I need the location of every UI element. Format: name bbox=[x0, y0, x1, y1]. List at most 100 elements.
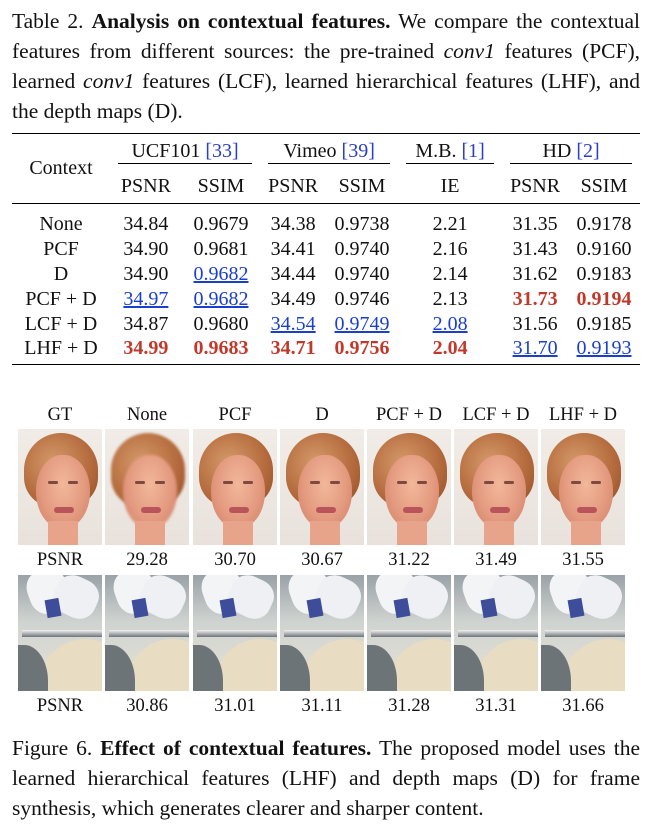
table-header-metrics: PSNR SSIM PSNR SSIM IE PSNR SSIM bbox=[12, 169, 640, 204]
row-context: None bbox=[39, 212, 83, 235]
figure-caption: Figure 6. Effect of contextual features.… bbox=[12, 733, 640, 823]
tool-frame-image bbox=[367, 575, 451, 691]
face-frame-image bbox=[105, 429, 189, 545]
row-value: 2.13 bbox=[432, 287, 468, 310]
row-value: 34.90 bbox=[123, 262, 169, 285]
psnr-value: 31.31 bbox=[475, 696, 517, 716]
row-value: 31.35 bbox=[512, 212, 558, 235]
row-value: 0.9682 bbox=[193, 262, 249, 285]
row-value: 0.9738 bbox=[334, 212, 390, 235]
metric-header: SSIM bbox=[568, 169, 640, 204]
metric-header: PSNR bbox=[502, 169, 569, 204]
row-value: 2.04 bbox=[397, 336, 503, 365]
figure-caption-title: Effect of contextual features. bbox=[100, 736, 372, 760]
row-value: 31.73 bbox=[512, 287, 558, 310]
group-header-vimeo: Vimeo [39] bbox=[260, 134, 398, 170]
row-value: 0.9681 bbox=[193, 237, 249, 260]
psnr-value: 30.70 bbox=[214, 550, 256, 570]
row-value: 2.08 bbox=[432, 312, 468, 335]
row-value: 31.62 bbox=[512, 262, 558, 285]
row-value: 34.90 bbox=[123, 237, 169, 260]
context-header: Context bbox=[12, 133, 110, 204]
face-frame-image bbox=[367, 429, 451, 545]
table-header-groups: Context UCF101 [33] Vimeo [39] M.B. [1] … bbox=[12, 133, 640, 204]
table-body: None 34.84 0.9679 34.38 0.9738 2.21 31.35 0.917… bbox=[12, 204, 640, 365]
row-context: D bbox=[53, 262, 69, 285]
row-value: 31.43 bbox=[512, 237, 558, 260]
tool-frame-image bbox=[454, 575, 538, 691]
figure-column-label: D bbox=[315, 405, 329, 425]
figure-column-label: None bbox=[126, 405, 168, 425]
metric-header: PSNR bbox=[260, 169, 327, 204]
row-value: 34.87 bbox=[123, 312, 169, 335]
psnr-row-label: PSNR bbox=[36, 696, 84, 716]
figure-column-label: GT bbox=[47, 405, 73, 425]
tool-frame-image bbox=[105, 575, 189, 691]
table-caption-text-2: features (PCF), learned bbox=[12, 39, 640, 93]
row-value: 0.9682 bbox=[193, 287, 249, 310]
figure-caption-text: The proposed model uses the learned hier… bbox=[12, 736, 641, 820]
group-header-ucf101: UCF101 [33] bbox=[110, 134, 260, 170]
row-value: 0.9740 bbox=[334, 262, 390, 285]
face-frame-image bbox=[454, 429, 538, 545]
row-context: LHF + D bbox=[12, 336, 110, 365]
row-value: 2.16 bbox=[432, 237, 468, 260]
group-header-hd: HD [2] bbox=[502, 134, 640, 170]
psnr-value: 31.01 bbox=[214, 696, 256, 716]
metric-header: IE bbox=[397, 169, 503, 204]
row-value: 34.41 bbox=[270, 237, 316, 260]
figure-caption-label: Figure 6. bbox=[12, 736, 93, 760]
metric-header: SSIM bbox=[181, 169, 261, 204]
table-row: LCF + D 34.87 0.9680 34.54 0.9749 2.08 31.56 0.… bbox=[12, 312, 640, 337]
group-header-mb: M.B. [1] bbox=[398, 134, 502, 170]
figure-column-label: LCF + D bbox=[462, 405, 530, 425]
results-table: Context UCF101 [33] Vimeo [39] M.B. [1] … bbox=[12, 133, 640, 365]
face-frame-image bbox=[280, 429, 364, 545]
face-frame-image bbox=[541, 429, 625, 545]
row-value: 0.9746 bbox=[334, 287, 390, 310]
table-caption-text-1: We compare the contextual features from … bbox=[12, 9, 640, 63]
table-row: D 34.90 0.9682 34.44 0.9740 2.14 31.62 0.9183 bbox=[12, 262, 640, 287]
tool-frame-image bbox=[280, 575, 364, 691]
row-value: 0.9740 bbox=[334, 237, 390, 260]
psnr-value: 31.28 bbox=[388, 696, 430, 716]
row-value: 2.14 bbox=[432, 262, 468, 285]
row-value: 34.99 bbox=[110, 336, 182, 365]
row-value: 34.38 bbox=[270, 212, 316, 235]
row-value: 0.9749 bbox=[334, 312, 390, 335]
row-value: 0.9683 bbox=[181, 336, 261, 365]
table-caption-title: Analysis on contextual features. bbox=[91, 9, 391, 33]
row-value: 0.9185 bbox=[576, 312, 632, 335]
row-value: 0.9679 bbox=[193, 212, 249, 235]
tool-frame-image bbox=[18, 575, 102, 691]
row-value: 31.56 bbox=[512, 312, 558, 335]
figure-column-label: LHF + D bbox=[549, 405, 617, 425]
row-context: PCF + D bbox=[25, 287, 97, 310]
psnr-value: 31.11 bbox=[301, 696, 343, 716]
row-value: 34.54 bbox=[270, 312, 316, 335]
row-value: 0.9194 bbox=[576, 287, 632, 310]
table-caption-label: Table 2. bbox=[12, 9, 84, 33]
row-value: 2.21 bbox=[432, 212, 468, 235]
row-value: 0.9178 bbox=[576, 212, 632, 235]
psnr-value: 30.67 bbox=[301, 550, 343, 570]
row-value: 0.9160 bbox=[576, 237, 632, 260]
table-row: LHF + D 34.99 0.9683 34.71 0.9756 2.04 31.70 0.… bbox=[12, 336, 640, 365]
figure-column-label: PCF bbox=[218, 405, 252, 425]
psnr-value: 31.66 bbox=[562, 696, 604, 716]
row-value: 0.9680 bbox=[193, 312, 249, 335]
psnr-value: 31.49 bbox=[475, 550, 517, 570]
tool-frame-image bbox=[193, 575, 277, 691]
table-caption-italic-1: conv1 bbox=[443, 39, 495, 63]
row-value: 31.70 bbox=[502, 336, 569, 365]
metric-header: PSNR bbox=[110, 169, 182, 204]
row-value: 34.49 bbox=[270, 287, 316, 310]
table-caption-italic-2: conv1 bbox=[83, 69, 135, 93]
figure-column-label: PCF + D bbox=[376, 405, 442, 425]
row-context: PCF bbox=[43, 237, 79, 260]
row-value: 34.97 bbox=[123, 287, 169, 310]
metric-header: SSIM bbox=[326, 169, 398, 204]
row-value: 34.84 bbox=[123, 212, 169, 235]
row-value: 34.44 bbox=[270, 262, 316, 285]
row-value: 0.9193 bbox=[568, 336, 640, 365]
